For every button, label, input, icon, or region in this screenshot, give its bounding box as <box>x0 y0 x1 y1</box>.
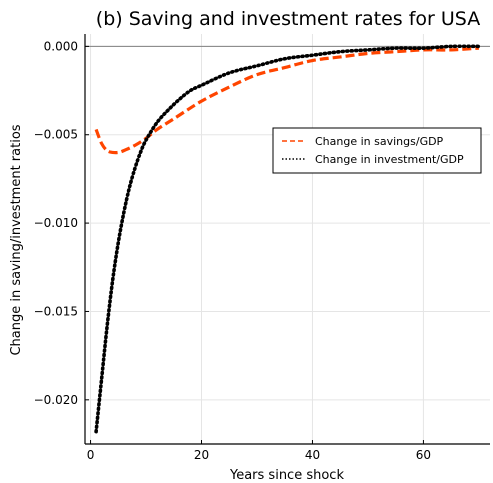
legend-label-savings: Change in savings/GDP <box>315 135 444 148</box>
y-tick-label: −0.010 <box>34 216 78 230</box>
series-layer <box>94 44 481 434</box>
y-tick-label: 0.000 <box>44 39 78 53</box>
tick-layer: 0 20 40 60 0.000 −0.005 −0.010 −0.015 −0.020 <box>34 39 431 462</box>
y-tick-label: −0.005 <box>34 128 78 142</box>
chart-title: (b) Saving and investment rates for USA <box>96 8 480 30</box>
x-tick-label: 60 <box>416 448 431 462</box>
legend-box <box>272 127 482 174</box>
y-tick-label: −0.020 <box>34 393 78 407</box>
series-line-savings <box>94 46 480 155</box>
y-tick-label: −0.015 <box>34 304 78 318</box>
legend-label-investment: Change in investment/GDP <box>315 153 464 166</box>
axes-layer <box>84 34 490 445</box>
x-axis-label: Years since shock <box>229 468 344 483</box>
x-tick-label: 0 <box>87 448 95 462</box>
legend: Change in savings/GDP Change in investme… <box>272 127 482 174</box>
x-tick-label: 20 <box>194 448 209 462</box>
x-tick-label: 40 <box>305 448 320 462</box>
y-axis-label: Change in saving/investment ratios <box>9 124 24 355</box>
series-line-investment <box>94 44 481 434</box>
